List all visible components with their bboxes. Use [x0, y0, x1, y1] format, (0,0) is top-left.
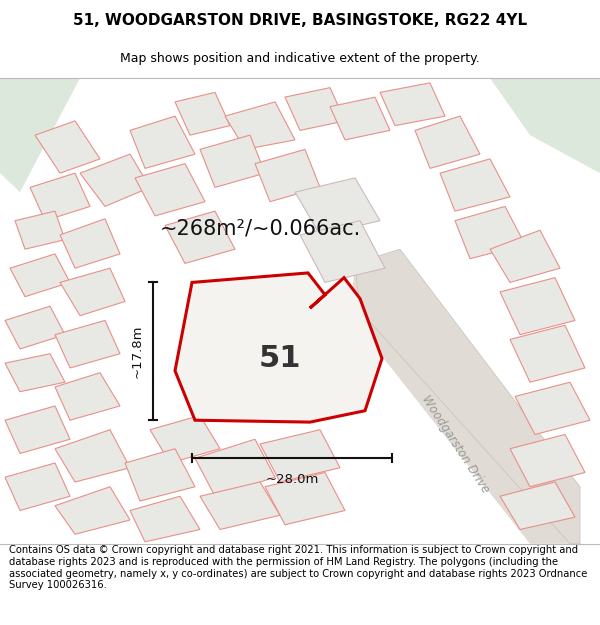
Polygon shape: [330, 97, 390, 140]
Polygon shape: [440, 159, 510, 211]
Polygon shape: [5, 406, 70, 454]
Polygon shape: [150, 416, 220, 463]
Text: ~28.0m: ~28.0m: [265, 472, 319, 486]
Polygon shape: [5, 463, 70, 511]
Polygon shape: [175, 273, 382, 422]
Polygon shape: [5, 306, 65, 349]
Polygon shape: [60, 219, 120, 268]
Polygon shape: [415, 116, 480, 168]
Polygon shape: [5, 354, 65, 392]
Polygon shape: [55, 321, 120, 368]
Polygon shape: [10, 254, 70, 297]
Polygon shape: [500, 482, 575, 529]
Polygon shape: [130, 116, 195, 168]
Polygon shape: [295, 178, 380, 235]
Polygon shape: [455, 206, 525, 259]
Polygon shape: [55, 372, 120, 420]
Polygon shape: [260, 430, 340, 482]
Polygon shape: [175, 92, 230, 135]
Text: ~17.8m: ~17.8m: [131, 324, 143, 378]
Polygon shape: [200, 482, 280, 529]
Polygon shape: [195, 439, 275, 496]
Text: ~268m²/~0.066ac.: ~268m²/~0.066ac.: [160, 218, 361, 238]
Polygon shape: [225, 102, 295, 149]
Polygon shape: [0, 78, 80, 192]
Polygon shape: [300, 221, 385, 282]
Polygon shape: [55, 430, 130, 482]
Text: 51, WOODGARSTON DRIVE, BASINGSTOKE, RG22 4YL: 51, WOODGARSTON DRIVE, BASINGSTOKE, RG22…: [73, 12, 527, 28]
Polygon shape: [80, 154, 150, 206]
Polygon shape: [135, 164, 205, 216]
Polygon shape: [165, 211, 235, 263]
Polygon shape: [490, 230, 560, 282]
Polygon shape: [30, 173, 90, 221]
Polygon shape: [255, 149, 320, 202]
Polygon shape: [200, 135, 265, 188]
Polygon shape: [35, 121, 100, 173]
Text: Contains OS data © Crown copyright and database right 2021. This information is : Contains OS data © Crown copyright and d…: [9, 545, 587, 590]
Polygon shape: [125, 449, 195, 501]
Text: Woodgarston Drive: Woodgarston Drive: [419, 392, 491, 495]
Polygon shape: [510, 325, 585, 382]
Polygon shape: [515, 382, 590, 434]
Polygon shape: [60, 268, 125, 316]
Polygon shape: [15, 211, 65, 249]
Text: 51: 51: [259, 344, 301, 373]
Polygon shape: [510, 434, 585, 487]
Polygon shape: [265, 472, 345, 525]
Polygon shape: [350, 249, 580, 544]
Polygon shape: [380, 83, 445, 126]
Polygon shape: [500, 278, 575, 335]
Polygon shape: [285, 88, 345, 131]
Polygon shape: [130, 496, 200, 542]
Polygon shape: [490, 78, 600, 173]
Polygon shape: [55, 487, 130, 534]
Text: Map shows position and indicative extent of the property.: Map shows position and indicative extent…: [120, 52, 480, 65]
